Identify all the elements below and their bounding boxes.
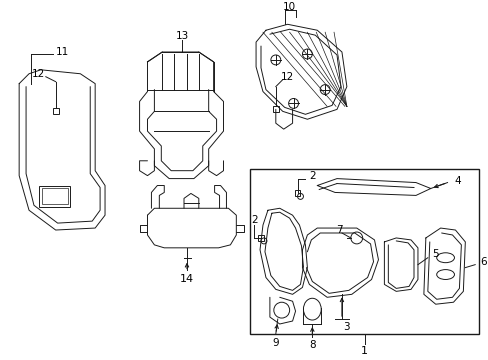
Bar [258,235,264,241]
Text: 10: 10 [283,3,296,13]
Text: 1: 1 [361,346,367,356]
Bar [42,189,67,204]
Bar [53,108,59,114]
Text: 12: 12 [281,72,294,82]
Text: 2: 2 [308,171,315,181]
Bar [250,169,478,334]
Bar [272,107,278,112]
Text: 2: 2 [250,215,257,225]
Text: 14: 14 [180,274,194,284]
Bar [294,190,300,197]
Text: 9: 9 [272,338,279,348]
Text: 12: 12 [32,69,45,79]
Text: 4: 4 [453,176,460,185]
Text: 11: 11 [56,47,69,57]
Text: 3: 3 [343,322,349,332]
Text: 5: 5 [431,249,438,259]
Text: 13: 13 [175,31,188,41]
Bar [39,185,70,207]
Text: 8: 8 [308,340,315,350]
Text: 7: 7 [335,225,342,235]
Text: 6: 6 [479,257,486,267]
